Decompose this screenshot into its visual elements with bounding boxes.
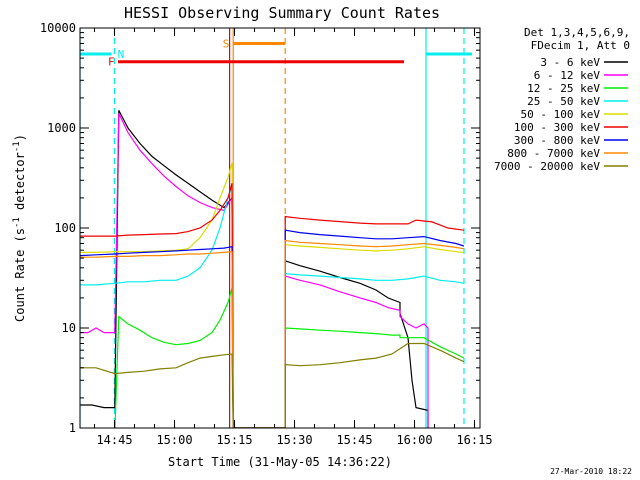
series-line — [80, 229, 465, 428]
plot-frame — [79, 27, 481, 429]
series-line — [80, 186, 465, 428]
legend-header-line-2: FDecim 1, Att 0 — [531, 39, 630, 52]
footer-date: 27-Mar-2010 18:22 — [550, 467, 632, 476]
x-tick-label: 15:15 — [216, 433, 252, 447]
series-line — [80, 162, 465, 428]
legend-entry-label: 50 - 100 keV — [521, 108, 601, 121]
series-line — [80, 110, 429, 428]
legend-entry-label: 7000 - 20000 keV — [494, 160, 600, 173]
chart-title: HESSI Observing Summary Count Rates — [124, 4, 440, 22]
legend-entry-label: 25 - 50 keV — [527, 95, 600, 108]
legend-entry-label: 100 - 300 keV — [514, 121, 600, 134]
legend-entry-label: 800 - 7000 keV — [507, 147, 600, 160]
legend-header-line-1: Det 1,3,4,5,6,9, — [524, 26, 630, 39]
x-tick-label: 16:15 — [456, 433, 492, 447]
series-line — [114, 288, 465, 428]
x-axis-label: Start Time (31-May-05 14:36:22) — [168, 455, 392, 469]
x-tick-label: 14:45 — [96, 433, 132, 447]
flag-label: S — [223, 37, 230, 50]
series-line — [80, 342, 465, 428]
y-tick-label: 10 — [62, 321, 76, 335]
legend-entry-label: 12 - 25 keV — [527, 82, 600, 95]
flag-label: N — [118, 48, 125, 61]
y-tick-label: 100 — [54, 221, 76, 235]
y-tick-label: 1 — [69, 421, 76, 435]
y-tick-label: 1000 — [47, 121, 76, 135]
legend-entry-label: 6 - 12 keV — [534, 69, 601, 82]
legend-entry-label: 300 - 800 keV — [514, 134, 600, 147]
flag-label: F — [108, 56, 115, 69]
y-axis-label: Count Rate (s-1 detector-1) — [12, 134, 27, 322]
x-tick-label: 15:30 — [276, 433, 312, 447]
series-line — [80, 113, 429, 428]
series-line — [80, 239, 465, 428]
y-tick-label: 10000 — [40, 21, 76, 35]
x-tick-label: 15:45 — [336, 433, 372, 447]
x-tick-label: 15:00 — [156, 433, 192, 447]
x-tick-label: 16:00 — [396, 433, 432, 447]
series-line — [80, 183, 465, 428]
legend-entry-label: 3 - 6 keV — [540, 56, 600, 69]
